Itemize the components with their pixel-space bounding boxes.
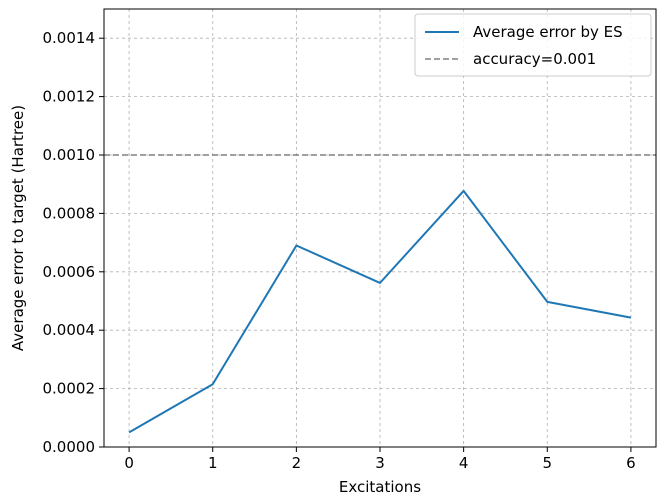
y-tick-label: 0.0004	[43, 321, 96, 339]
legend-label-average-error: Average error by ES	[473, 23, 623, 41]
y-tick-label: 0.0006	[43, 263, 96, 281]
y-tick-label: 0.0012	[43, 88, 96, 106]
x-tick-label: 3	[375, 454, 385, 472]
y-axis-ticks: 0.0000 0.0002 0.0004 0.0006 0.0008 0.0010 0.00…	[43, 29, 104, 456]
x-tick-label: 6	[626, 454, 636, 472]
legend: Average error by ES accuracy=0.001	[414, 13, 652, 77]
x-axis-title: Excitations	[339, 478, 421, 496]
x-tick-label: 5	[542, 454, 552, 472]
x-tick-label: 4	[459, 454, 469, 472]
x-axis-ticks: 0 1 2 3 4 5 6	[124, 447, 636, 472]
y-tick-label: 0.0008	[43, 204, 96, 222]
legend-box	[414, 13, 652, 77]
y-tick-label: 0.0014	[43, 29, 96, 47]
legend-label-accuracy: accuracy=0.001	[473, 50, 596, 68]
y-tick-label: 0.0000	[43, 438, 96, 456]
x-tick-label: 2	[292, 454, 302, 472]
y-axis-title: Average error to target (Hartree)	[9, 105, 27, 351]
y-tick-label: 0.0002	[43, 380, 96, 398]
x-tick-label: 1	[208, 454, 218, 472]
x-tick-label: 0	[124, 454, 134, 472]
series	[128, 189, 632, 434]
y-tick-label: 0.0010	[43, 146, 96, 164]
